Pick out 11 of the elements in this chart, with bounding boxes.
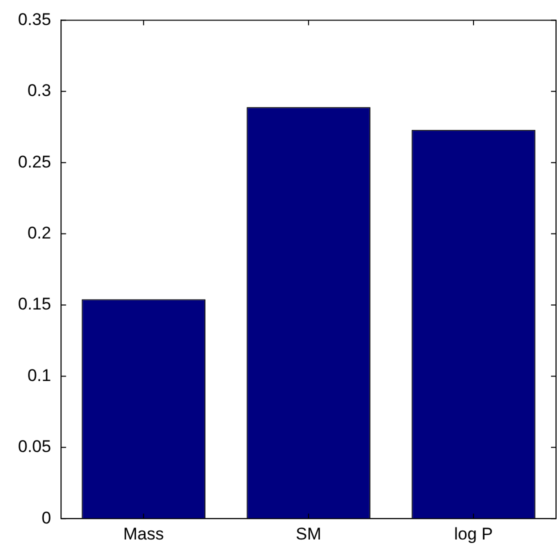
y-tick-label: 0	[42, 508, 52, 528]
y-tick-label: 0.1	[27, 366, 52, 385]
x-tick-label: SM	[296, 524, 322, 544]
y-tick-label: 0.3	[27, 81, 52, 100]
y-tick-label: 0.35	[18, 10, 52, 29]
x-tick-label: log P	[454, 524, 493, 544]
y-tick-label: 0.05	[18, 437, 52, 456]
y-tick-label: 0.15	[18, 294, 52, 314]
y-tick-label: 0.25	[18, 152, 52, 172]
y-tick-label: 0.2	[27, 223, 52, 242]
x-tick-label: Mass	[123, 524, 164, 544]
